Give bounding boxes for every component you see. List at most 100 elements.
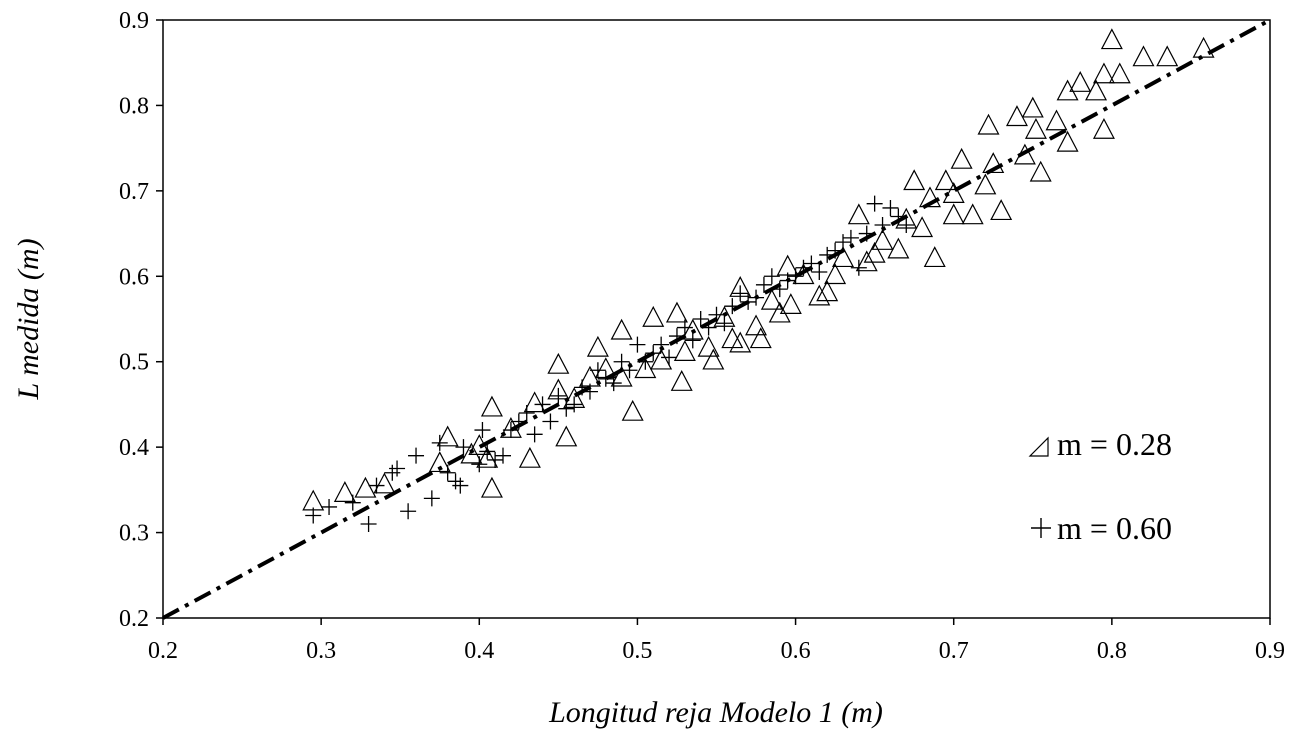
data-point-triangle [1005,105,1028,127]
data-point-triangle [1100,28,1123,50]
legend-label-plus: m = 0.60 [1057,510,1172,546]
data-point-plus [819,246,836,263]
data-point-triangle [697,335,720,357]
data-point-triangle [468,434,491,455]
data-point-plus [502,422,519,439]
data-point-plus [526,426,543,443]
data-point-plus [874,217,891,234]
data-point-triangle [650,348,673,370]
data-point-plus [684,332,701,349]
data-point-plus [487,451,504,468]
data-point-triangle [982,152,1005,174]
data-point-plus [550,387,567,404]
y-tick-label: 0.2 [119,606,149,632]
y-axis: 0.2 0.3 0.4 0.5 0.6 0.7 0.8 0.9 [119,8,163,632]
data-point-plus [637,353,654,370]
data-point-plus [716,315,733,332]
x-tick-label: 0.9 [1255,638,1285,664]
data-point-triangle [923,246,946,268]
data-point-plus [748,289,765,306]
data-point-triangle [1069,71,1092,92]
data-point-plus [360,516,377,533]
data-point-triangle [942,203,965,225]
data-point-plus [842,229,859,246]
data-point-plus [471,456,488,473]
data-point-triangle [518,446,541,468]
data-point-plus [771,281,788,298]
data-point-plus [779,272,796,289]
data-point-triangle [729,331,752,353]
data-point-plus [455,439,472,456]
data-point-plus [423,490,440,507]
data-point-plus [645,345,662,362]
data-point-triangle [1108,62,1131,84]
data-point-plus [668,328,685,345]
y-tick-label: 0.7 [119,179,149,205]
data-point-plus [558,400,575,417]
data-point-plus [732,285,749,302]
x-tick-label: 0.8 [1097,638,1127,664]
data-point-plus [542,413,559,430]
x-tick-label: 0.7 [939,638,969,664]
data-point-triangle [1092,117,1115,139]
data-point-triangle [354,476,377,498]
x-tick-label: 0.3 [306,638,336,664]
data-point-plus [321,498,338,515]
data-point-plus [408,447,425,464]
y-tick-label: 0.4 [119,435,149,461]
data-point-plus [653,336,670,353]
y-tick-label: 0.6 [119,264,149,290]
data-point-triangle [1021,96,1044,118]
data-point-triangle [934,169,957,191]
data-point-triangle [863,241,886,263]
data-point-plus [574,379,591,396]
data-point-plus [439,464,456,481]
data-point-triangle [903,169,926,191]
legend-plus-marker [1031,518,1051,538]
data-point-triangle [1013,143,1036,165]
data-point-plus [474,422,491,439]
data-point-triangle [721,327,744,349]
data-point-plus [866,195,883,212]
data-point-triangle [436,425,459,447]
data-point-triangle [665,301,688,323]
data-point-plus [613,353,630,370]
data-point-triangle [961,203,984,225]
x-tick-label: 0.5 [622,638,652,664]
data-point-triangle [523,391,546,413]
data-point-plus [452,477,469,494]
data-point-triangle [1192,36,1215,58]
data-point-triangle [824,263,847,285]
data-point-plus [479,443,496,460]
legend-item-triangle: m = 0.28 [1028,426,1172,462]
series-plus [305,195,915,533]
data-point-triangle [942,182,965,203]
data-point-plus [305,507,322,524]
y-tick-label: 0.8 [119,93,149,119]
data-point-triangle [302,489,325,511]
data-point-triangle [642,305,665,327]
data-point-plus [629,336,646,353]
data-point-triangle [673,340,696,361]
data-point-triangle [776,254,799,276]
data-point-triangle [702,348,725,370]
y-axis-title: L medida (m) [12,238,45,400]
data-point-triangle [480,476,503,498]
data-point-plus [700,319,717,336]
data-point-plus [890,208,907,225]
data-point-plus [661,349,678,366]
data-point-triangle [547,352,570,374]
series-layer [302,28,1215,533]
data-point-triangle [977,113,1000,135]
data-point-triangle [768,301,791,323]
y-tick-label: 0.5 [119,350,149,376]
data-point-plus [763,268,780,285]
data-point-plus [811,264,828,281]
y-tick-label: 0.9 [119,8,149,34]
data-point-triangle [990,199,1013,221]
data-point-triangle [749,327,772,349]
data-point-plus [827,242,844,259]
data-point-triangle [1024,117,1047,139]
data-point-triangle [760,288,783,310]
